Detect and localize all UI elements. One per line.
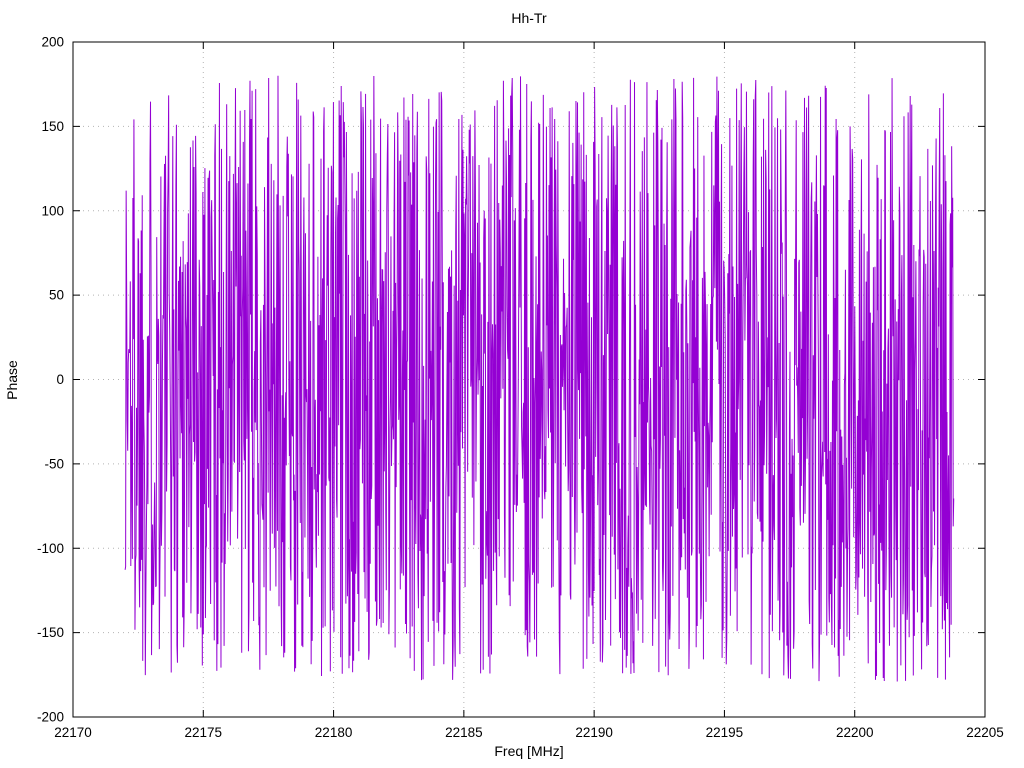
x-tick-label: 22200: [836, 725, 874, 740]
y-tick-label: -50: [44, 456, 64, 471]
y-tick-label: 100: [41, 203, 64, 218]
x-axis-label: Freq [MHz]: [494, 743, 564, 759]
x-tick-label: 22180: [315, 725, 353, 740]
y-tick-label: 150: [41, 119, 64, 134]
x-tick-label: 22175: [185, 725, 223, 740]
x-tick-label: 22195: [706, 725, 744, 740]
x-tick-label: 22190: [575, 725, 613, 740]
y-tick-label: 0: [56, 372, 64, 387]
y-tick-label: -100: [37, 541, 64, 556]
y-tick-label: 200: [41, 35, 64, 50]
phase-trace: [124, 75, 955, 682]
x-tick-label: 22205: [966, 725, 1004, 740]
x-tick-label: 22185: [445, 725, 483, 740]
y-tick-label: -200: [37, 710, 64, 725]
x-tick-label: 22170: [54, 725, 92, 740]
chart-title: Hh-Tr: [511, 10, 547, 26]
y-tick-label: 50: [49, 288, 64, 303]
y-tick-label: -150: [37, 625, 64, 640]
